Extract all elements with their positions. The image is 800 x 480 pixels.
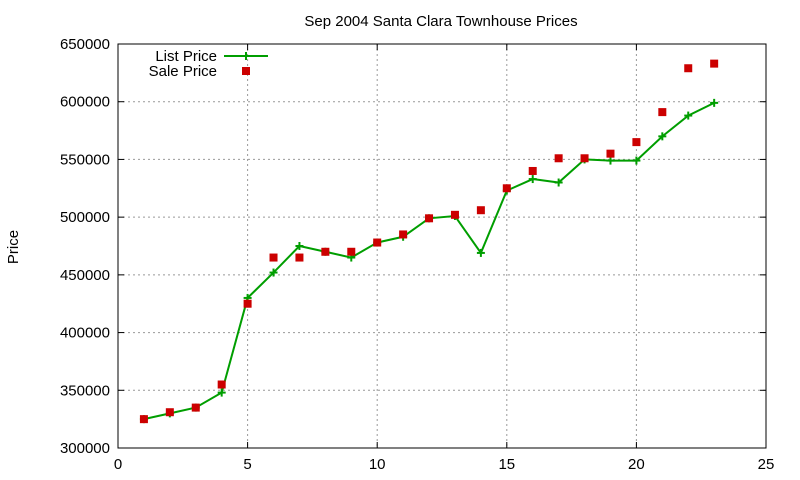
list-price-point — [528, 175, 537, 184]
sale-price-point — [165, 408, 174, 417]
x-tick-label: 15 — [498, 456, 515, 473]
list-price-point — [217, 388, 226, 397]
chart-title: Sep 2004 Santa Clara Townhouse Prices — [304, 13, 577, 30]
y-tick-label: 550000 — [60, 151, 110, 168]
sale-price-point — [243, 299, 252, 308]
list-price-point — [295, 242, 304, 250]
sale-price-point — [502, 184, 511, 193]
plot-frame — [117, 43, 767, 449]
ticks: 0 5 10 15 20 25 300000 350000 400000 450000 500000… — [60, 36, 774, 473]
y-tick-label: 400000 — [60, 325, 110, 342]
list-price-line — [143, 101, 715, 421]
list-price-point — [269, 268, 278, 277]
sale-price-point — [658, 108, 667, 117]
sale-price-point — [425, 214, 434, 223]
list-price-point — [658, 132, 667, 141]
list-price-point — [684, 111, 693, 120]
list-price-point — [632, 156, 641, 165]
y-tick-label: 600000 — [60, 94, 110, 111]
y-tick-label: 650000 — [60, 36, 110, 53]
x-tick-label: 20 — [628, 456, 645, 473]
list-price-point — [476, 248, 485, 257]
legend-label-sale-price: Sale Price — [149, 63, 217, 80]
x-tick-label: 5 — [243, 456, 251, 473]
sale-price-point — [554, 154, 563, 163]
x-tick-label: 10 — [369, 456, 386, 473]
y-axis-label: Price — [5, 230, 22, 264]
y-tick-label: 350000 — [60, 382, 110, 399]
sale-price-point — [269, 253, 278, 262]
sale-price-point — [450, 210, 459, 219]
sale-price-point — [710, 59, 719, 68]
list-price-point — [554, 178, 563, 187]
sale-price-point — [347, 247, 356, 256]
sale-price-point — [321, 247, 330, 256]
sale-price-point — [295, 253, 304, 262]
sale-price-point — [528, 166, 537, 175]
sale-price-point — [139, 415, 148, 424]
list-price-point — [606, 156, 615, 165]
sale-price-point — [606, 149, 615, 158]
sale-price-point — [684, 64, 693, 73]
sale-price-point — [476, 206, 485, 215]
sale-price-point — [399, 230, 408, 239]
legend: List Price Sale Price — [149, 48, 268, 80]
sale-price-point — [217, 380, 226, 389]
sale-price-point — [373, 238, 382, 247]
legend-label-list-price: List Price — [155, 48, 217, 65]
sale-price-point — [580, 154, 589, 163]
y-tick-label: 450000 — [60, 267, 110, 284]
series — [139, 59, 719, 424]
grid — [118, 44, 766, 448]
sale-price-point — [632, 138, 641, 147]
x-tick-label: 0 — [114, 456, 122, 473]
sale-price-point — [191, 403, 200, 412]
y-tick-label: 300000 — [60, 440, 110, 457]
x-tick-label: 25 — [758, 456, 775, 473]
y-tick-label: 500000 — [60, 209, 110, 226]
list-price-point — [710, 98, 719, 107]
legend-swatch-sale-price — [242, 67, 250, 75]
